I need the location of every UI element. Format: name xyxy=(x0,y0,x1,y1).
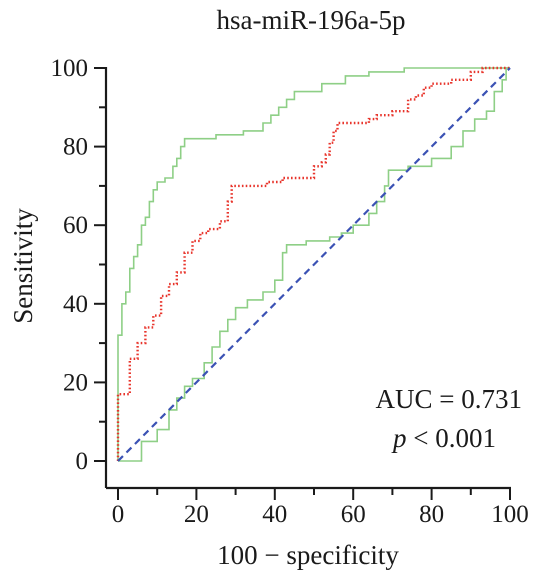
p-value-text: < 0.001 xyxy=(407,423,496,453)
y-tick-label: 60 xyxy=(63,212,88,239)
y-tick-label: 100 xyxy=(51,55,89,82)
ticks-layer: 00 20 20 40 40 60 60 80 80 100 100 xyxy=(51,55,529,528)
series-layer xyxy=(116,66,511,462)
x-tick-label: 60 xyxy=(341,501,366,528)
axes-layer xyxy=(104,67,511,490)
p-symbol: p xyxy=(391,423,407,453)
x-tick-label: 20 xyxy=(184,501,209,528)
series-ci-lower-line xyxy=(118,67,510,462)
x-tick-label: 100 xyxy=(491,501,529,528)
x-axis-label: 100 − specificity xyxy=(217,540,399,570)
chart-title: hsa-miR-196a-5p xyxy=(217,5,406,35)
x-tick-label: 0 xyxy=(112,501,125,528)
series-ci-upper-line xyxy=(117,67,510,461)
y-axis-label: Sensitivity xyxy=(8,208,38,324)
series-reference-line xyxy=(117,67,511,462)
y-tick-label: 40 xyxy=(63,291,88,318)
y-tick-label: 20 xyxy=(63,369,88,396)
auc-annotation: AUC = 0.731 xyxy=(376,384,522,414)
p-value-annotation: p < 0.001 xyxy=(391,423,496,453)
y-tick-label: 80 xyxy=(63,134,88,161)
y-tick-label: 0 xyxy=(76,448,89,475)
x-tick-label: 40 xyxy=(262,501,287,528)
x-tick-label: 80 xyxy=(419,501,444,528)
